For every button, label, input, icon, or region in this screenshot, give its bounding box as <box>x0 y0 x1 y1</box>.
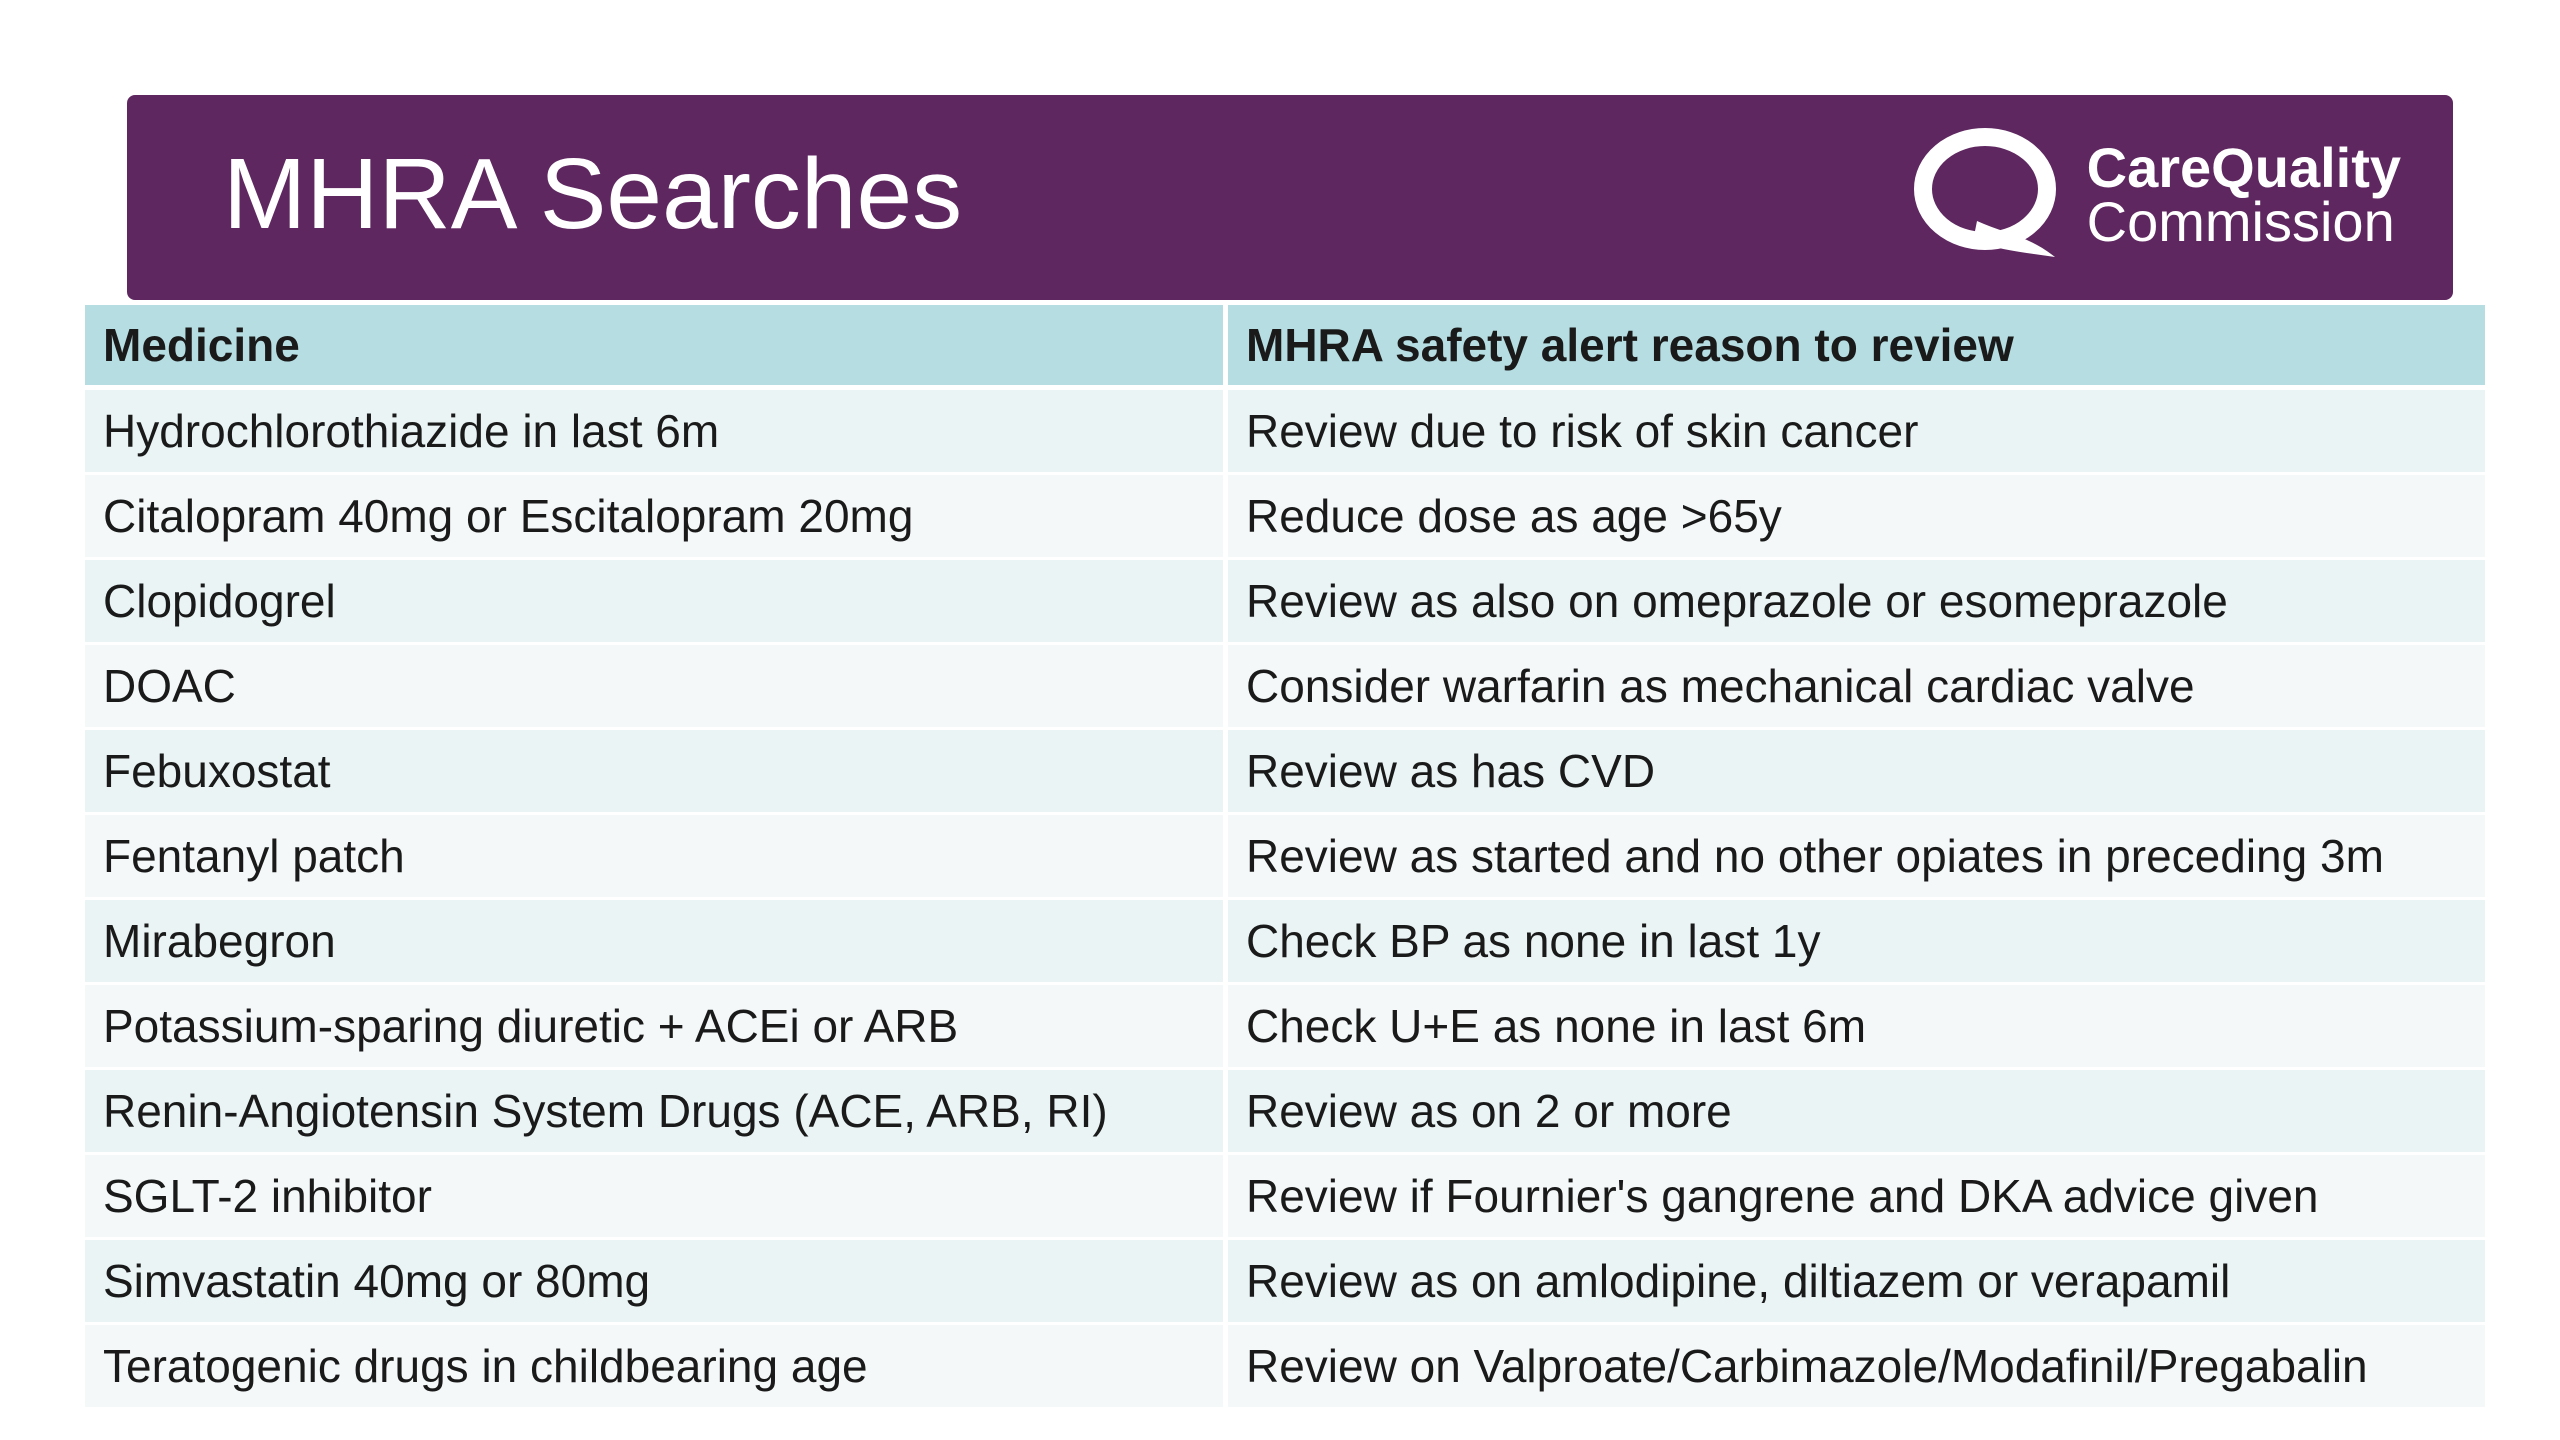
title-banner: MHRA Searches CareQuality Commission <box>127 95 2453 300</box>
medicine-cell: Hydrochlorothiazide in last 6m <box>85 390 1228 475</box>
reason-cell: Check BP as none in last 1y <box>1228 900 2485 985</box>
slide-title: MHRA Searches <box>223 138 963 250</box>
column-header-reason: MHRA safety alert reason to review <box>1228 305 2485 390</box>
medicine-cell: SGLT-2 inhibitor <box>85 1155 1228 1240</box>
reason-cell: Check U+E as none in last 6m <box>1228 985 2485 1070</box>
logo-line-1: CareQuality <box>2086 136 2401 199</box>
reason-cell: Reduce dose as age >65y <box>1228 475 2485 560</box>
table-row: Simvastatin 40mg or 80mg Review as on am… <box>85 1240 2485 1325</box>
medicine-cell: DOAC <box>85 645 1228 730</box>
table-row: Clopidogrel Review as also on omeprazole… <box>85 560 2485 645</box>
reason-cell: Review as also on omeprazole or esomepra… <box>1228 560 2485 645</box>
reason-cell: Review as on 2 or more <box>1228 1070 2485 1155</box>
mhra-table-container: Medicine MHRA safety alert reason to rev… <box>85 305 2485 1410</box>
reason-cell: Review if Fournier's gangrene and DKA ad… <box>1228 1155 2485 1240</box>
table-row: SGLT-2 inhibitor Review if Fournier's ga… <box>85 1155 2485 1240</box>
table-header-row: Medicine MHRA safety alert reason to rev… <box>85 305 2485 390</box>
medicine-cell: Potassium-sparing diuretic + ACEi or ARB <box>85 985 1228 1070</box>
reason-cell: Review as on amlodipine, diltiazem or ve… <box>1228 1240 2485 1325</box>
medicine-cell: Clopidogrel <box>85 560 1228 645</box>
medicine-cell: Renin-Angiotensin System Drugs (ACE, ARB… <box>85 1070 1228 1155</box>
logo-line-2: Commission <box>2086 190 2395 253</box>
logo-wordmark: CareQuality Commission <box>2086 136 2401 253</box>
cqc-q-logo-icon <box>1913 128 2056 257</box>
mhra-table: Medicine MHRA safety alert reason to rev… <box>85 305 2485 1410</box>
medicine-cell: Teratogenic drugs in childbearing age <box>85 1325 1228 1410</box>
medicine-cell: Mirabegron <box>85 900 1228 985</box>
table-row: Hydrochlorothiazide in last 6m Review du… <box>85 390 2485 475</box>
table-row: Mirabegron Check BP as none in last 1y <box>85 900 2485 985</box>
table-row: Renin-Angiotensin System Drugs (ACE, ARB… <box>85 1070 2485 1155</box>
reason-cell: Review on Valproate/Carbimazole/Modafini… <box>1228 1325 2485 1410</box>
reason-cell: Consider warfarin as mechanical cardiac … <box>1228 645 2485 730</box>
reason-cell: Review as started and no other opiates i… <box>1228 815 2485 900</box>
medicine-cell: Febuxostat <box>85 730 1228 815</box>
table-row: Febuxostat Review as has CVD <box>85 730 2485 815</box>
table-row: DOAC Consider warfarin as mechanical car… <box>85 645 2485 730</box>
reason-cell: Review due to risk of skin cancer <box>1228 390 2485 475</box>
medicine-cell: Citalopram 40mg or Escitalopram 20mg <box>85 475 1228 560</box>
table-row: Citalopram 40mg or Escitalopram 20mg Red… <box>85 475 2485 560</box>
medicine-cell: Simvastatin 40mg or 80mg <box>85 1240 1228 1325</box>
table-row: Potassium-sparing diuretic + ACEi or ARB… <box>85 985 2485 1070</box>
column-header-medicine: Medicine <box>85 305 1228 390</box>
medicine-cell: Fentanyl patch <box>85 815 1228 900</box>
table-row: Fentanyl patch Review as started and no … <box>85 815 2485 900</box>
table-row: Teratogenic drugs in childbearing age Re… <box>85 1325 2485 1410</box>
cqc-logo: CareQuality Commission <box>1907 125 2401 265</box>
reason-cell: Review as has CVD <box>1228 730 2485 815</box>
